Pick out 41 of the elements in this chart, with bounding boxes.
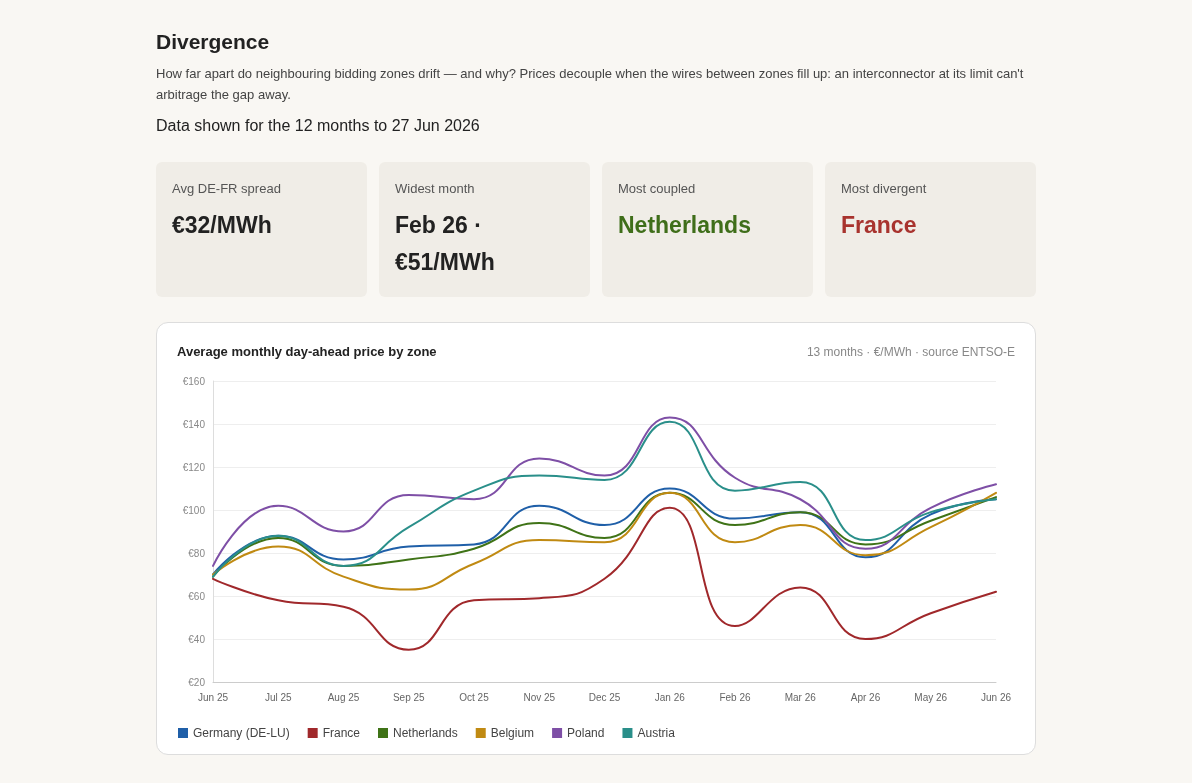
text: Most divergent: [841, 181, 927, 196]
chart-title: Average monthly day-ahead price by zone: [177, 344, 437, 359]
text: €32/MWh: [172, 211, 273, 240]
legend-label: Austria: [637, 726, 676, 740]
y-tick-label: €60: [188, 590, 206, 602]
legend-label: Netherlands: [393, 726, 458, 740]
x-tick-label: Mar 26: [784, 691, 817, 703]
chart-subtitle: 13 months · €/MWh · source ENTSO-E: [806, 345, 1015, 359]
x-tick-label: Sep 25: [392, 691, 426, 703]
legend-label: Belgium: [490, 726, 535, 740]
text: Avg DE-FR spread: [172, 181, 281, 196]
y-tick-label: €160: [182, 375, 206, 387]
text: Data shown for the 12 months to 27 Jun 2026: [156, 117, 480, 135]
x-tick-label: Jan 26: [654, 691, 686, 703]
x-tick-label: Jul 25: [264, 691, 293, 703]
legend-label: Poland: [567, 726, 605, 740]
text: Netherlands: [618, 211, 752, 240]
text: Feb 26 · €51/MWh: [395, 211, 496, 277]
x-tick-label: Oct 25: [459, 691, 490, 703]
line-series: [212, 506, 997, 651]
text: How far apart do neighbouring bidding zones drift — and why? Prices decouple when the wires between zones fill up: an interconnector at its limit can't arbitrage the gap away.: [156, 65, 1025, 104]
text: Widest month: [395, 181, 475, 196]
x-tick-label: May 26: [914, 691, 948, 703]
y-tick-label: €140: [182, 418, 206, 430]
text: Divergence: [156, 30, 270, 54]
y-tick-label: €20: [188, 676, 206, 688]
text: Most coupled: [618, 181, 696, 196]
text: France: [841, 211, 918, 240]
x-tick-label: Nov 25: [523, 691, 556, 703]
y-tick-label: €100: [182, 504, 206, 516]
y-tick-label: €40: [188, 633, 206, 645]
legend-label: France: [322, 726, 361, 740]
y-tick-label: €80: [188, 547, 206, 559]
x-tick-label: Feb 26: [719, 691, 751, 703]
x-tick-label: Jun 25: [197, 691, 229, 703]
x-tick-label: Apr 26: [850, 691, 881, 703]
x-tick-label: Dec 25: [588, 691, 621, 703]
legend-label: Germany (DE-LU): [193, 726, 290, 740]
x-tick-label: Jun 26: [980, 691, 1012, 703]
x-tick-label: Aug 25: [327, 691, 360, 703]
y-tick-label: €120: [182, 461, 206, 473]
